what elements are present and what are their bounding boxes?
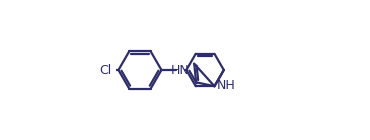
Text: Cl: Cl	[100, 64, 112, 76]
Text: NH: NH	[217, 79, 235, 92]
Text: HN: HN	[171, 64, 190, 76]
